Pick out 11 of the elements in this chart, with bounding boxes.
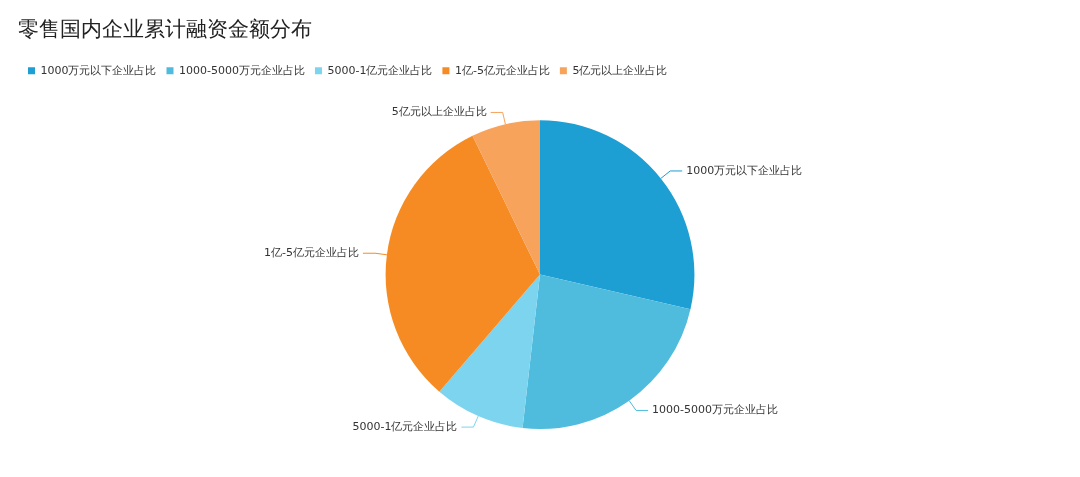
legend-label: 1亿-5亿元企业占比 [454,63,550,77]
slice-label: 1亿-5亿元企业占比 [264,246,359,260]
legend-label: 5亿元以上企业占比 [572,63,668,77]
slice-label: 5000-1亿元企业占比 [352,419,458,433]
chart-title: 零售国内企业累计融资金额分布 [18,17,312,42]
legend-label: 5000-1亿元企业占比 [327,63,433,77]
slice-label: 1000万元以下企业占比 [686,163,803,177]
slice-label: 1000-5000万元企业占比 [652,403,779,417]
slice-label: 5亿元以上企业占比 [391,105,487,119]
legend-label: 1000万元以下企业占比 [40,63,157,77]
legend-label: 1000-5000万元企业占比 [178,63,305,77]
